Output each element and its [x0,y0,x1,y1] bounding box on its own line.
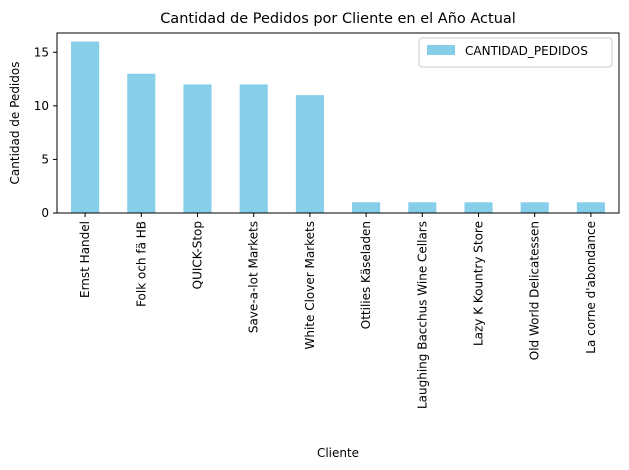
bar [239,84,268,213]
x-tick-label: Lazy K Kountry Store [472,221,486,346]
y-tick-label: 5 [41,152,49,166]
x-tick-label: Old World Delicatessen [528,221,542,360]
bar [464,202,493,213]
x-tick-label: Ernst Handel [78,221,92,298]
x-tick-label: Save-a-lot Markets [247,221,261,333]
x-tick-label: Ottilies Käseladen [359,221,373,329]
bar [295,95,324,213]
bar [183,84,212,213]
y-axis-ticks: 0 5 10 15 [34,45,57,220]
x-tick-label: Folk och fä HB [134,221,148,307]
legend: CANTIDAD_PEDIDOS [418,37,613,68]
x-tick-label: Laughing Bacchus Wine Cellars [415,221,429,409]
bars-group [71,41,605,214]
plot-frame [56,32,620,214]
bar [408,202,437,213]
y-axis-label: Cantidad de Pedidos [8,62,22,185]
bar [352,202,381,213]
x-tick-label: La corne d'abondance [584,221,598,354]
bar [71,41,100,214]
y-tick-label: 0 [41,206,49,220]
y-tick-label: 15 [34,45,49,59]
x-axis-label: Cliente [317,446,359,460]
legend-box [418,37,613,68]
bar [520,202,549,213]
legend-label: CANTIDAD_PEDIDOS [465,44,588,58]
x-tick-label: White Clover Markets [303,221,317,350]
x-axis-ticks: Ernst Handel Folk och fä HB QUICK-Stop Save… [78,213,598,409]
chart-title: Cantidad de Pedidos por Cliente en el Añ… [160,11,516,27]
legend-swatch [427,45,455,55]
bar [127,73,156,213]
y-tick-label: 10 [34,99,49,113]
bar [576,202,605,213]
x-tick-label: QUICK-Stop [191,221,205,289]
